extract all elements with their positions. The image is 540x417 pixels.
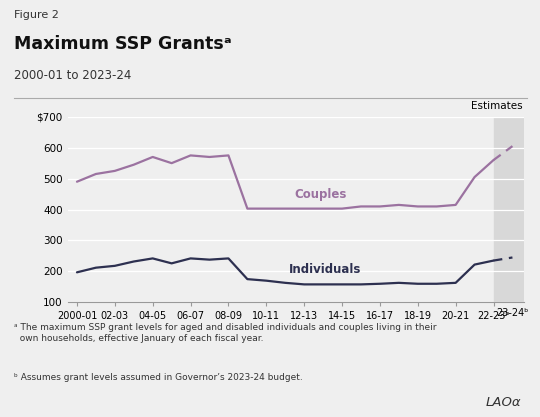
Text: Maximum SSP Grantsᵃ: Maximum SSP Grantsᵃ	[14, 35, 231, 53]
Text: LAOα: LAOα	[485, 397, 521, 409]
Text: 23-24ᵇ: 23-24ᵇ	[496, 308, 529, 318]
Bar	[494, 117, 524, 302]
Text: Estimates: Estimates	[471, 101, 523, 111]
Text: ᵃ The maximum SSP grant levels for aged and disabled individuals and couples liv: ᵃ The maximum SSP grant levels for aged …	[14, 323, 436, 343]
Text: Figure 2: Figure 2	[14, 10, 58, 20]
Text: Couples: Couples	[295, 188, 347, 201]
Text: ᵇ Assumes grant levels assumed in Governor’s 2023-24 budget.: ᵇ Assumes grant levels assumed in Govern…	[14, 373, 302, 382]
Text: Individuals: Individuals	[289, 263, 361, 276]
Text: 2000-01 to 2023-24: 2000-01 to 2023-24	[14, 69, 131, 82]
